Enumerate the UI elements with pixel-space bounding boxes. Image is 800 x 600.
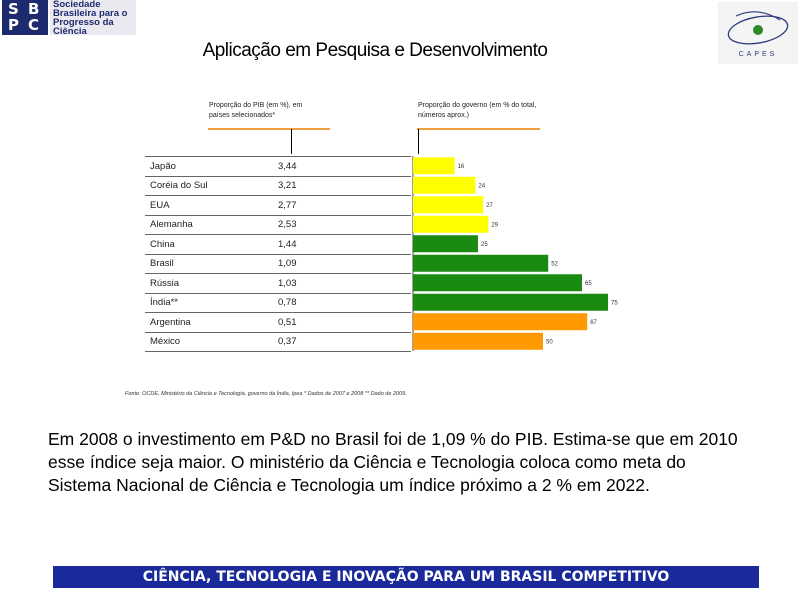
table-row: Alemanha 2,53 — [145, 215, 411, 235]
country-cell: EUA — [145, 195, 278, 216]
table-row: Rússia 1,03 — [145, 273, 411, 294]
country-cell: Brasil — [145, 254, 278, 274]
bar-cor-ia-do-sul — [413, 176, 476, 194]
table-row: EUA 2,77 — [145, 195, 411, 216]
footer-banner: CIÊNCIA, TECNOLOGIA E INOVAÇÃO PARA UM B… — [53, 566, 759, 588]
government-header-rule — [417, 128, 540, 130]
table-row: China 1,44 — [145, 234, 411, 255]
bar-data-label: 27 — [486, 203, 493, 209]
capes-wordmark: CAPES — [738, 51, 778, 58]
bar-argentina — [413, 313, 588, 331]
bar-eua — [413, 196, 484, 214]
sbpc-letter-s: S — [8, 0, 19, 18]
country-cell: Japão — [145, 156, 278, 177]
gdp-share-cell: 3,21 — [278, 176, 411, 196]
bar-data-label: 52 — [551, 261, 558, 267]
source-note: Fonte: OCDE, Ministério da Ciência e Tec… — [125, 391, 407, 397]
bar--ndia- — [413, 293, 608, 311]
country-cell: China — [145, 234, 278, 255]
bar-data-label: 75 — [611, 300, 618, 306]
country-cell: Índia** — [145, 293, 278, 313]
gdp-share-cell: 0,37 — [278, 332, 411, 352]
government-header-tick — [418, 129, 419, 154]
sbpc-letter-c: C — [28, 16, 40, 34]
gdp-share-cell: 0,51 — [278, 312, 411, 333]
table-row: Argentina 0,51 — [145, 312, 411, 333]
table-row: Japão 3,44 — [145, 156, 411, 177]
country-cell: México — [145, 332, 278, 352]
table-row: Índia** 0,78 — [145, 293, 411, 313]
sbpc-logo-mark: S B P C — [2, 0, 48, 35]
bar-alemanha — [413, 215, 489, 233]
data-table: Japão 3,44 Coréia do Sul 3,21 EUA 2,77 Alem… — [145, 156, 411, 352]
table-row: Brasil 1,09 — [145, 254, 411, 274]
sbpc-letter-p: P — [8, 16, 19, 34]
body-paragraph: Em 2008 o investimento em P&D no Brasil … — [48, 429, 738, 495]
table-row: México 0,37 — [145, 332, 411, 352]
bar-data-label: 24 — [478, 183, 485, 189]
country-cell: Coréia do Sul — [145, 176, 278, 196]
sbpc-name-line: Brasileira para o — [53, 8, 128, 19]
bar-data-label: 50 — [546, 339, 553, 345]
data-table-body: Japão 3,44 Coréia do Sul 3,21 EUA 2,77 Alem… — [145, 156, 411, 352]
bar-data-label: 67 — [590, 320, 597, 326]
country-cell: Rússia — [145, 273, 278, 294]
sbpc-letter-b: B — [28, 0, 40, 18]
gdp-share-cell: 2,77 — [278, 195, 411, 216]
bar-brasil — [413, 254, 549, 272]
gdp-header-tick — [291, 129, 292, 154]
country-cell: Alemanha — [145, 215, 278, 235]
sbpc-logo: S B P C Sociedade Brasileira para o Prog… — [2, 0, 136, 37]
government-share-bar-chart: 16 24 27 29 25 52 65 75 67 50 — [412, 156, 618, 351]
gdp-share-cell: 1,09 — [278, 254, 411, 274]
gdp-share-cell: 1,44 — [278, 234, 411, 255]
bar-data-label: 29 — [491, 222, 498, 228]
bar-jap-o — [413, 157, 455, 175]
gdp-column-header: Proporção do PIB (em %), em países selec… — [209, 102, 303, 119]
bar-r-ssia — [413, 274, 582, 292]
capes-emblem-icon — [727, 11, 789, 45]
slide-title: Aplicação em Pesquisa e Desenvolvimento — [202, 40, 548, 61]
gdp-share-cell: 2,53 — [278, 215, 411, 235]
bar-china — [413, 235, 478, 253]
country-cell: Argentina — [145, 312, 278, 333]
bar-data-label: 65 — [585, 281, 592, 287]
sbpc-name-line: Ciência — [53, 26, 87, 37]
bar-m-xico — [413, 332, 543, 350]
sbpc-name-line: Progresso da — [53, 17, 114, 28]
gdp-header-rule — [208, 128, 330, 130]
capes-logo: CAPES — [718, 2, 798, 64]
sbpc-name: Sociedade Brasileira para o Progresso da… — [50, 0, 136, 37]
bar-data-label: 16 — [458, 164, 465, 170]
gdp-share-cell: 3,44 — [278, 156, 411, 177]
government-column-header: Proporção do governo (em % do total, núm… — [418, 102, 537, 119]
gdp-share-cell: 1,03 — [278, 273, 411, 294]
gdp-share-cell: 0,78 — [278, 293, 411, 313]
sbpc-name-line: Sociedade — [53, 0, 101, 10]
bar-data-label: 25 — [481, 242, 488, 248]
table-row: Coréia do Sul 3,21 — [145, 176, 411, 196]
